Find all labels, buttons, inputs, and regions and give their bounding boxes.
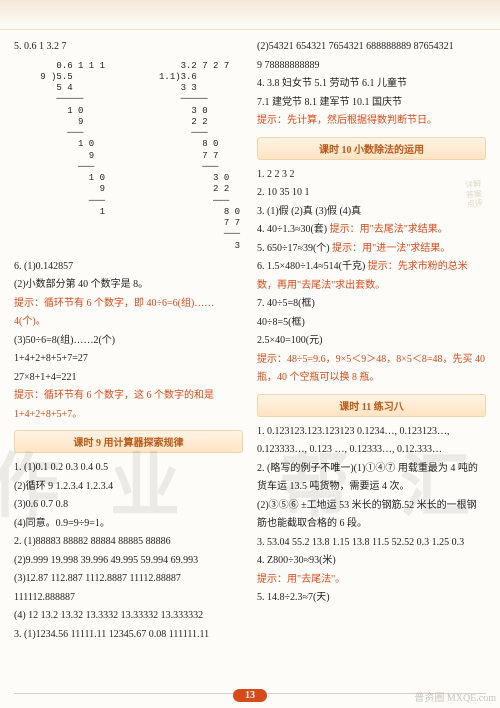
s9-item-4: (4)同意。0.9=9÷9=1。 [14,515,243,534]
problem-6-3: (3)50÷6=8(组)……2(个) [14,332,243,351]
s9-item-2b: (2)9.999 19.998 39.996 49.995 59.994 69.… [14,552,243,571]
s9-item-3: (3)0.6 0.7 0.8 [14,496,243,515]
s9-item-2a: 2. (1)88883 88882 88884 88885 88886 [14,533,243,552]
s10-item-3: 3. (1)假 (2)真 (3)假 (4)真 [257,203,486,222]
problem-6-3c: 27×8+1+4=221 [14,369,243,388]
problem-5-header: 5. 0.6 1 3.2 7 [14,38,243,57]
problem-6-2: (2)小数部分第 40 个数字是 8。 [14,276,243,295]
s11-item-3: 3. 53.04 55.2 13.8 1.15 13.8 11.5 52.52 … [257,534,486,553]
long-division-work: 0.6 1 1 1 3.2 7 2 7 9 )5.5 1.1)3.6 5 4 3… [24,61,243,252]
s10-item-6: 6. 1.5×480÷1.4≈514(千克) 提示：先求市粉的总米数，再用"去尾… [257,258,486,295]
s10-item-5: 5. 650÷17≈39(个) 提示：用"进一法"求结果。 [257,240,486,259]
problem-4-hint: 提示：先计算，然后根据得数判断节日。 [257,112,486,131]
page-content: 5. 0.6 1 3.2 7 0.6 1 1 1 3.2 7 2 7 9 )5.… [0,30,500,644]
section-9-title: 课时 9 用计算器探索规律 [14,430,243,453]
faint-stamp: 详解答案点评 [465,179,483,209]
decorative-header [0,0,500,30]
top-line-1: (2)54321 654321 7654321 688888889 876543… [257,38,486,57]
s9-item-2: (2)循环 9 1.2.3.4 1.2.3.4 [14,478,243,497]
s11-item-1: 1. 0.123123.123.123123 0.1234…, 0.123123… [257,423,486,460]
right-column: (2)54321 654321 7654321 688888889 876543… [257,38,486,644]
s10-item-1: 1. 2 2 3 2 [257,166,486,185]
s9-item-3a: 3. (1)1234.56 11111.11 12345.67 0.08 111… [14,626,243,645]
s10-item-7b: 40÷8=5(框) [257,314,486,333]
page-number: 13 [233,689,267,702]
s10-5-text: 5. 650÷17≈39(个) [257,243,332,254]
s10-6-text: 6. 1.5×480÷1.4≈514(千克) [257,261,368,272]
left-column: 5. 0.6 1 3.2 7 0.6 1 1 1 3.2 7 2 7 9 )5.… [14,38,243,644]
s10-item-7c: 2.5×40=100(元) [257,332,486,351]
s10-item-7-hint: 提示：48÷5=9.6，9×5＜9＞48，8×5＜8=48，先买 40 瓶，40… [257,351,486,388]
s10-item-7: 7. 40÷5=8(框) [257,295,486,314]
s10-4-text: 4. 40÷1.3≈30(套) [257,224,330,235]
problem-6-3b: 1+4+2+8+5+7=27 [14,350,243,369]
s11-item-5: 5. 14.8÷2.3≈7(天) [257,589,486,608]
corner-watermark: 普资圈 MXQE.com [414,693,496,704]
s11-item-4: 4. Z800÷30≈93(米) [257,552,486,571]
problem-6-3-hint: 提示：循环节有 6 个数字，这 6 个数字的和是 1+4+2+8+5+7。 [14,387,243,424]
problem-4: 4. 3.8 妇女节 5.1 劳动节 6.1 儿童节 [257,75,486,94]
section-10-title: 课时 10 小数除法的运用 [257,137,486,160]
top-line-2: 9 78888888889 [257,57,486,76]
section-11-title: 课时 11 练习八 [257,394,486,417]
s10-4-hint: 提示：用"去尾法"求结果。 [330,224,448,235]
problem-4b: 7.1 建党节 8.1 建军节 10.1 国庆节 [257,94,486,113]
s9-item-2d: (4) 12 13.2 13.32 13.3332 13.33332 13.33… [14,607,243,626]
s11-item-2b: (2)③⑤⑥ ±工地运 53 米长的钢筋.52 米长的一根钢筋也能截取合格的 6… [257,497,486,534]
s10-item-2: 2. 10 35 10 1 [257,184,486,203]
s11-item-2: 2. (略写的例子不唯一)(1)①④⑦ 用载重最为 4 吨的货车运 13.5 吨… [257,460,486,497]
s9-item-1: 1. (1)0.1 0.2 0.3 0.4 0.5 [14,459,243,478]
problem-6-2-hint: 提示：循环节有 6 个数字，即 40÷6=6(组)……4(个)。 [14,295,243,332]
s9-item-2c: (3)12.87 112.887 1112.8887 11112.88887 1… [14,570,243,607]
s10-item-4: 4. 40÷1.3≈30(套) 提示：用"去尾法"求结果。 [257,221,486,240]
s11-item-4-hint: 提示：用"去尾法"。 [257,571,486,590]
problem-6-1: 6. (1)0.142857 [14,258,243,277]
s10-5-hint: 提示：用"进一法"求结果。 [332,243,450,254]
